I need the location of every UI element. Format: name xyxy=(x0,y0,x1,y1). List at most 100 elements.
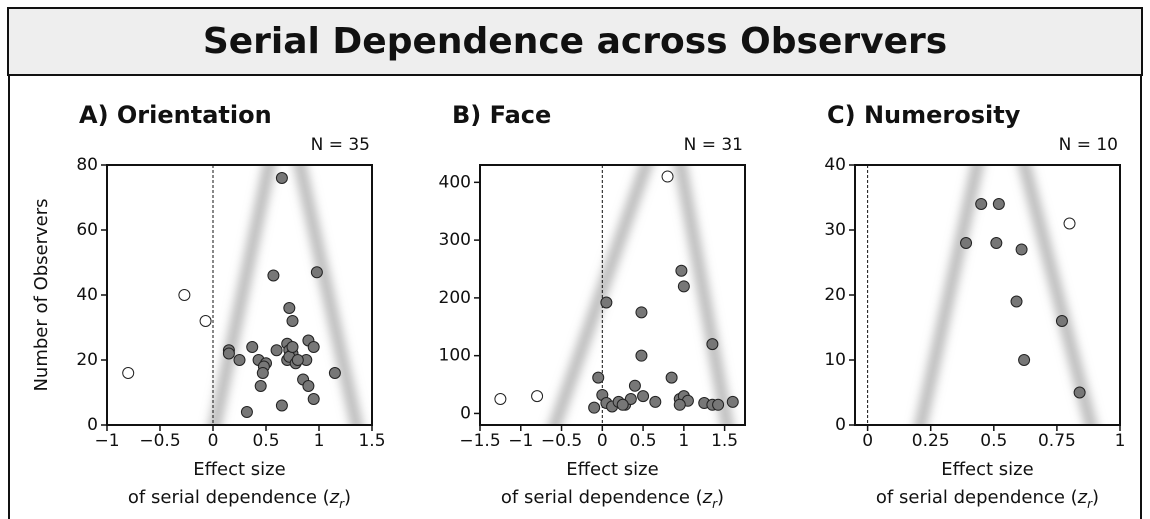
y-tick-label: 40 xyxy=(76,285,98,305)
x-tick-label: 0 xyxy=(208,431,219,451)
x-label-text: of serial dependence ( xyxy=(128,487,330,508)
data-point xyxy=(270,344,283,357)
data-point xyxy=(1015,243,1028,256)
data-point xyxy=(199,315,212,327)
data-point xyxy=(494,393,507,405)
data-point xyxy=(286,315,299,327)
y-tick-label: 10 xyxy=(824,350,846,370)
data-point xyxy=(178,289,191,301)
panel-title: C) Numerosity xyxy=(827,101,1021,129)
x-axis-label-line2: of serial dependence (zr) xyxy=(501,487,724,511)
sample-size: N = 35 xyxy=(311,135,370,155)
x-label-subscript: r xyxy=(712,497,718,511)
sample-size: N = 10 xyxy=(1059,135,1118,155)
x-axis-label-line2: of serial dependence (zr) xyxy=(128,487,351,511)
data-point xyxy=(624,393,637,405)
x-tick-label: 1.5 xyxy=(358,431,385,451)
data-point xyxy=(960,237,973,249)
x-label-symbol: z xyxy=(329,487,340,508)
y-tick-label: 200 xyxy=(439,288,471,308)
x-tick-label: −1.5 xyxy=(459,431,500,451)
plot-frame xyxy=(479,164,746,426)
plot-area xyxy=(494,165,739,425)
x-tick-label: 0.5 xyxy=(252,431,279,451)
sample-size: N = 31 xyxy=(684,135,743,155)
data-point xyxy=(992,198,1005,210)
data-point xyxy=(726,395,739,408)
data-point xyxy=(1018,354,1031,366)
y-tick-label: 0 xyxy=(87,415,98,435)
x-tick-label: −0.5 xyxy=(541,431,582,451)
data-point xyxy=(307,341,320,353)
figure-title: Serial Dependence across Observers xyxy=(203,21,947,62)
x-tick-label: −1 xyxy=(94,431,119,451)
x-label-text: of serial dependence ( xyxy=(876,487,1078,508)
data-point xyxy=(122,367,135,379)
data-point xyxy=(531,390,544,403)
data-point xyxy=(616,398,629,411)
y-tick-label: 30 xyxy=(824,220,846,240)
y-tick-label: 300 xyxy=(439,230,471,250)
data-point xyxy=(286,341,299,353)
x-label-text: ) xyxy=(1092,487,1099,508)
data-point xyxy=(275,399,288,412)
data-point xyxy=(240,406,253,418)
data-point xyxy=(283,302,296,314)
y-tick-label: 60 xyxy=(76,220,98,240)
data-point xyxy=(628,379,641,392)
x-label-text: ) xyxy=(717,487,724,508)
x-tick-label: 0 xyxy=(862,431,873,451)
data-point xyxy=(1073,386,1086,399)
data-point xyxy=(665,371,678,384)
funnel-band xyxy=(293,165,363,425)
x-tick-label: 0 xyxy=(597,431,608,451)
x-label-symbol: z xyxy=(1077,487,1088,508)
data-point xyxy=(275,172,288,184)
data-point xyxy=(673,398,686,411)
x-axis-label: Effect size xyxy=(941,459,1033,480)
data-point xyxy=(975,198,988,210)
data-point xyxy=(677,280,690,293)
y-tick-label: 0 xyxy=(835,415,846,435)
data-point xyxy=(233,354,246,366)
data-point xyxy=(661,170,674,183)
x-label-subscript: r xyxy=(1087,497,1093,511)
data-point xyxy=(328,367,341,379)
x-label-text: of serial dependence ( xyxy=(501,487,703,508)
x-label-text: ) xyxy=(344,487,351,508)
x-tick-label: 0.25 xyxy=(912,431,950,451)
data-point xyxy=(592,371,605,384)
x-tick-label: 1 xyxy=(314,431,325,451)
x-axis-label-line2: of serial dependence (zr) xyxy=(876,487,1099,511)
data-point xyxy=(649,395,662,408)
x-label-symbol: z xyxy=(702,487,713,508)
funnel-band xyxy=(548,165,653,425)
data-point xyxy=(307,393,320,405)
data-point xyxy=(706,338,719,351)
y-tick-label: 0 xyxy=(460,403,471,423)
funnel-band xyxy=(208,165,276,425)
data-point xyxy=(990,237,1003,249)
y-tick-label: 400 xyxy=(439,172,471,192)
data-point xyxy=(246,341,259,353)
x-tick-label: 1 xyxy=(678,431,689,451)
plot-area xyxy=(867,165,1098,425)
data-point xyxy=(1063,217,1076,230)
x-tick-label: 0.75 xyxy=(1038,431,1076,451)
data-point xyxy=(254,380,267,392)
data-point xyxy=(310,266,323,279)
data-point xyxy=(256,367,269,379)
data-point xyxy=(712,398,725,411)
data-point xyxy=(291,354,304,366)
data-point xyxy=(675,264,688,277)
y-tick-label: 80 xyxy=(76,155,98,175)
x-tick-label: −0.5 xyxy=(139,431,180,451)
data-point xyxy=(1055,315,1068,327)
x-tick-label: 0.5 xyxy=(630,431,657,451)
data-point xyxy=(267,269,280,282)
data-point xyxy=(600,296,613,309)
funnel-band xyxy=(674,165,734,425)
y-tick-label: 40 xyxy=(824,155,846,175)
panel-title: A) Orientation xyxy=(79,101,272,129)
